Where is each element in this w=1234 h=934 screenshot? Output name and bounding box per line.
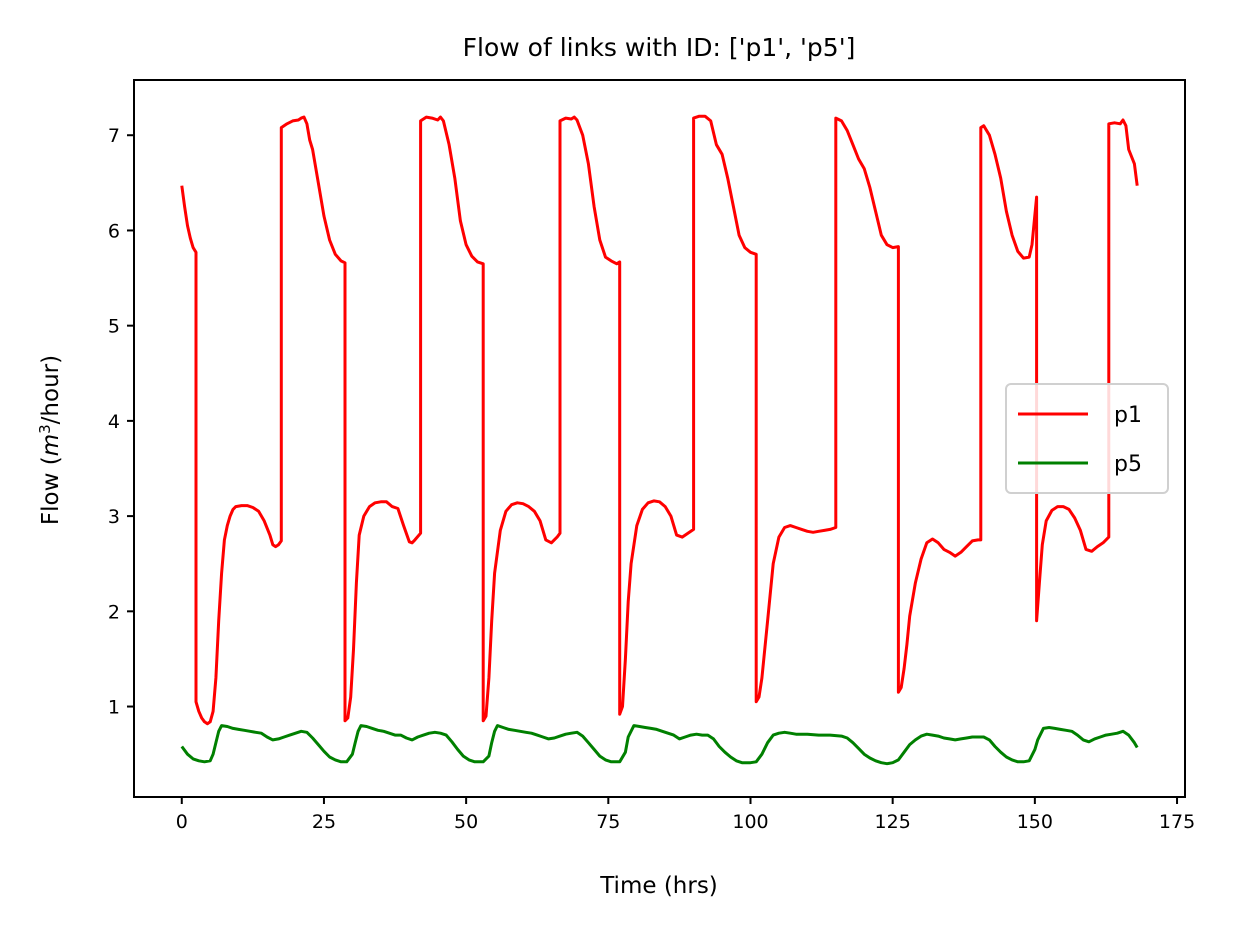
x-tick-label: 125 (875, 811, 911, 833)
x-tick-label: 75 (596, 811, 620, 833)
chart-title: Flow of links with ID: ['p1', 'p5'] (463, 33, 856, 62)
y-tick-label: 5 (108, 316, 120, 338)
y-tick-label: 1 (108, 697, 120, 719)
legend: p1 p5 (1005, 383, 1169, 494)
y-label-prefix: Flow ( (38, 456, 64, 525)
y-label-unit-exponent: 3 (36, 424, 54, 434)
x-tick-label: 175 (1159, 811, 1195, 833)
y-label-unit-m: m (38, 434, 64, 456)
x-axis-ticks: 0 25 50 75 100 125 150 175 (176, 797, 1195, 833)
legend-label-p1: p1 (1114, 403, 1142, 428)
series-layer (180, 114, 1139, 766)
y-label-suffix: /hour) (38, 355, 64, 424)
y-tick-label: 4 (108, 411, 120, 433)
x-tick-label: 150 (1017, 811, 1053, 833)
y-tick-label: 2 (108, 601, 120, 623)
y-tick-label: 7 (108, 125, 120, 147)
x-tick-label: 0 (176, 811, 188, 833)
series-line-p5 (180, 724, 1139, 766)
y-axis-label: Flow (m3/hour) (36, 355, 64, 525)
x-tick-label: 50 (454, 811, 478, 833)
series-line-p1 (180, 114, 1139, 726)
y-axis-ticks: 1 2 3 4 5 6 7 (108, 125, 134, 719)
y-tick-label: 3 (108, 506, 120, 528)
legend-box (1005, 383, 1169, 494)
x-tick-label: 100 (732, 811, 768, 833)
x-axis-label: Time (hrs) (599, 873, 718, 899)
y-tick-label: 6 (108, 220, 120, 242)
x-tick-label: 25 (312, 811, 336, 833)
legend-label-p5: p5 (1114, 452, 1142, 477)
plot-frame (133, 79, 1186, 798)
